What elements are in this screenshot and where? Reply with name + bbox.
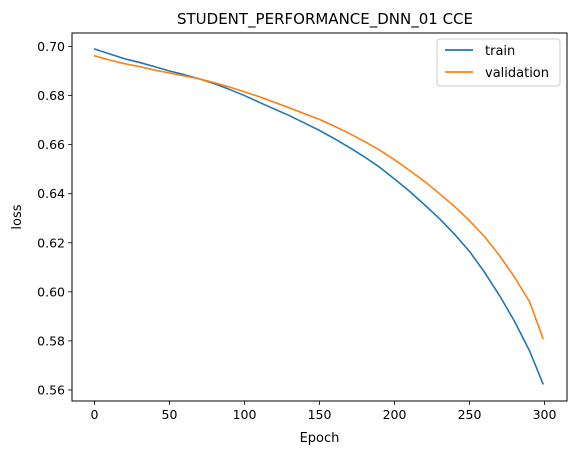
x-tick-label: 0: [91, 407, 99, 422]
x-axis-label: Epoch: [300, 431, 340, 446]
x-axis-ticks: 0 50 100 150 200 250 300: [91, 401, 557, 422]
x-tick-label: 100: [233, 407, 257, 422]
y-axis-label: loss: [10, 204, 25, 229]
legend: train validation: [436, 38, 561, 87]
series-lines: [93, 48, 544, 385]
x-tick-label: 150: [308, 407, 332, 422]
x-tick-label: 50: [162, 407, 178, 422]
y-tick-label: 0.58: [37, 333, 65, 348]
y-tick-label: 0.56: [37, 382, 65, 397]
y-tick-label: 0.66: [37, 137, 65, 152]
y-tick-label: 0.64: [37, 186, 65, 201]
y-tick-label: 0.60: [37, 284, 65, 299]
x-tick-label: 200: [383, 407, 407, 422]
y-axis-ticks: 0.56 0.58 0.60 0.62 0.64 0.66 0.68 0.70: [37, 39, 72, 397]
series-line-validation: [93, 55, 544, 340]
x-tick-label: 250: [458, 407, 482, 422]
plot-frame: [71, 32, 568, 402]
y-tick-label: 0.68: [37, 88, 65, 103]
legend-train-label: train: [485, 44, 515, 59]
y-tick-label: 0.70: [37, 39, 65, 54]
legend-validation-label: validation: [485, 66, 549, 81]
x-tick-label: 300: [533, 407, 557, 422]
y-tick-label: 0.62: [37, 235, 65, 250]
chart-title: STUDENT_PERFORMANCE_DNN_01 CCE: [177, 10, 473, 29]
series-line-train: [93, 48, 544, 385]
